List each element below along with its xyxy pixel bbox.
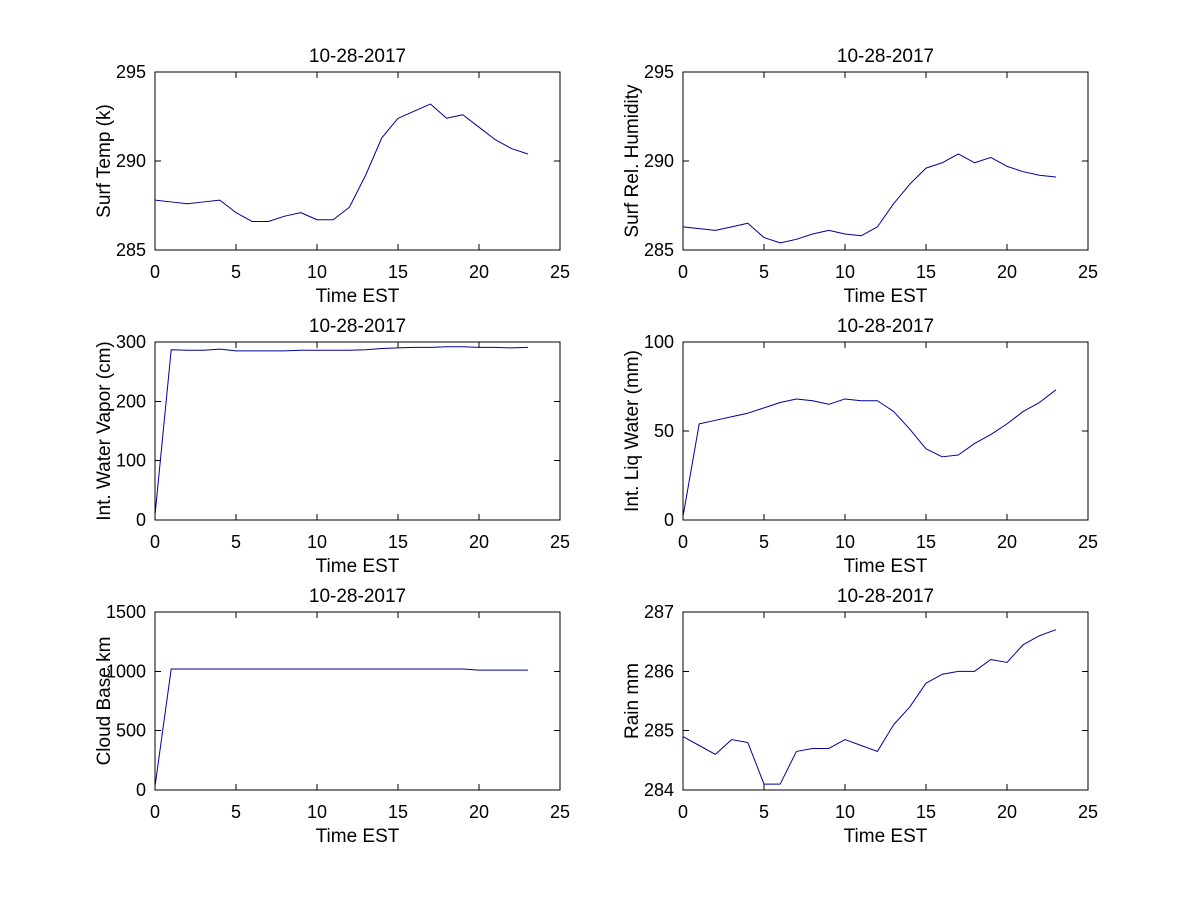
subplot-int-water-vapor-cm: 10-28-2017 0 5 10 15 20 25 0 100 200 300 Time EST In… xyxy=(94,316,570,577)
y-axis-label: Surf Rel. Humidity xyxy=(622,84,643,238)
y-tick-label: 0 xyxy=(136,780,146,800)
y-tick-label: 285 xyxy=(644,721,674,741)
x-tick-label: 20 xyxy=(997,262,1017,282)
y-tick-label: 290 xyxy=(644,151,674,171)
y-tick-label: 100 xyxy=(116,451,146,471)
x-tick-label: 15 xyxy=(388,262,408,282)
x-axis-label: Time EST xyxy=(844,556,928,577)
y-tick-label: 1000 xyxy=(106,661,146,681)
x-tick-label: 0 xyxy=(150,532,160,552)
plot-title: 10-28-2017 xyxy=(309,316,406,337)
plot-title: 10-28-2017 xyxy=(309,46,406,67)
x-tick-label: 0 xyxy=(678,802,688,822)
y-tick-label: 500 xyxy=(116,721,146,741)
y-tick-label: 200 xyxy=(116,391,146,411)
data-line xyxy=(154,668,529,787)
y-tick-label: 290 xyxy=(116,151,146,171)
x-axis-label: Time EST xyxy=(844,286,928,307)
x-tick-label: 15 xyxy=(916,532,936,552)
x-tick-label: 25 xyxy=(1078,802,1098,822)
y-axis-label: Int. Liq Water (mm) xyxy=(622,350,643,512)
x-tick-label: 25 xyxy=(1078,532,1098,552)
y-tick-label: 287 xyxy=(644,602,674,622)
data-line xyxy=(682,389,1057,517)
subplot-rain-mm: 10-28-2017 0 5 10 15 20 25 284 285 286 287 Time EST… xyxy=(622,586,1098,847)
y-tick-label: 286 xyxy=(644,661,674,681)
x-tick-label: 25 xyxy=(550,532,570,552)
data-line xyxy=(682,629,1057,785)
x-tick-label: 20 xyxy=(469,532,489,552)
x-axis-label: Time EST xyxy=(844,826,928,847)
y-tick-label: 300 xyxy=(116,332,146,352)
x-tick-label: 10 xyxy=(307,532,327,552)
x-tick-label: 15 xyxy=(916,802,936,822)
x-tick-label: 5 xyxy=(231,802,241,822)
x-axis-label: Time EST xyxy=(316,556,400,577)
x-tick-label: 20 xyxy=(469,802,489,822)
subplot-surf-temp-k: 10-28-2017 0 5 10 15 20 25 285 290 295 Time EST Sur… xyxy=(94,46,570,307)
x-tick-label: 5 xyxy=(759,802,769,822)
plot-title: 10-28-2017 xyxy=(837,316,934,337)
axes-frame xyxy=(682,71,1089,251)
x-tick-label: 25 xyxy=(1078,262,1098,282)
y-axis-label: Surf Temp (k) xyxy=(94,104,115,218)
y-tick-label: 1500 xyxy=(106,602,146,622)
x-tick-label: 10 xyxy=(307,802,327,822)
x-tick-label: 10 xyxy=(307,262,327,282)
y-axis-label: Int. Water Vapor (cm) xyxy=(94,341,115,520)
y-tick-label: 285 xyxy=(644,240,674,260)
y-tick-label: 284 xyxy=(644,780,674,800)
x-tick-label: 5 xyxy=(231,262,241,282)
x-axis-label: Time EST xyxy=(316,286,400,307)
x-tick-label: 15 xyxy=(388,532,408,552)
axes-frame xyxy=(682,611,1089,791)
subplot-cloud-base-km: 10-28-2017 0 5 10 15 20 25 0 500 1000 1500 Time EST… xyxy=(94,586,570,847)
subplot-surf-rel-humidity: 10-28-2017 0 5 10 15 20 25 285 290 295 Time EST Sur… xyxy=(622,46,1098,307)
x-tick-label: 15 xyxy=(388,802,408,822)
x-tick-label: 25 xyxy=(550,262,570,282)
y-tick-label: 295 xyxy=(116,62,146,82)
x-axis-label: Time EST xyxy=(316,826,400,847)
x-tick-label: 10 xyxy=(835,802,855,822)
plot-title: 10-28-2017 xyxy=(837,586,934,607)
x-tick-label: 10 xyxy=(835,262,855,282)
axes-frame xyxy=(154,71,561,251)
x-tick-label: 5 xyxy=(231,532,241,552)
subplot-int-liq-water-mm: 10-28-2017 0 5 10 15 20 25 0 50 100 Time EST Int. L… xyxy=(622,316,1098,577)
axes-frame xyxy=(682,341,1089,521)
x-tick-label: 0 xyxy=(678,532,688,552)
x-tick-label: 10 xyxy=(835,532,855,552)
x-tick-label: 0 xyxy=(150,262,160,282)
y-tick-label: 0 xyxy=(664,510,674,530)
y-axis-label: Rain mm xyxy=(622,663,643,739)
axes-frame xyxy=(154,341,561,521)
axes-frame xyxy=(154,611,561,791)
x-tick-label: 25 xyxy=(550,802,570,822)
x-tick-label: 5 xyxy=(759,532,769,552)
plot-title: 10-28-2017 xyxy=(837,46,934,67)
x-tick-label: 15 xyxy=(916,262,936,282)
data-line xyxy=(154,103,529,223)
y-tick-label: 0 xyxy=(136,510,146,530)
data-line xyxy=(682,153,1057,244)
data-line xyxy=(154,346,529,516)
plot-title: 10-28-2017 xyxy=(309,586,406,607)
x-tick-label: 0 xyxy=(678,262,688,282)
x-tick-label: 5 xyxy=(759,262,769,282)
x-tick-label: 0 xyxy=(150,802,160,822)
y-tick-label: 295 xyxy=(644,62,674,82)
y-tick-label: 50 xyxy=(654,421,674,441)
y-tick-label: 100 xyxy=(644,332,674,352)
x-tick-label: 20 xyxy=(997,802,1017,822)
y-axis-label: Cloud Base km xyxy=(94,637,115,766)
y-tick-label: 285 xyxy=(116,240,146,260)
x-tick-label: 20 xyxy=(997,532,1017,552)
x-tick-label: 20 xyxy=(469,262,489,282)
